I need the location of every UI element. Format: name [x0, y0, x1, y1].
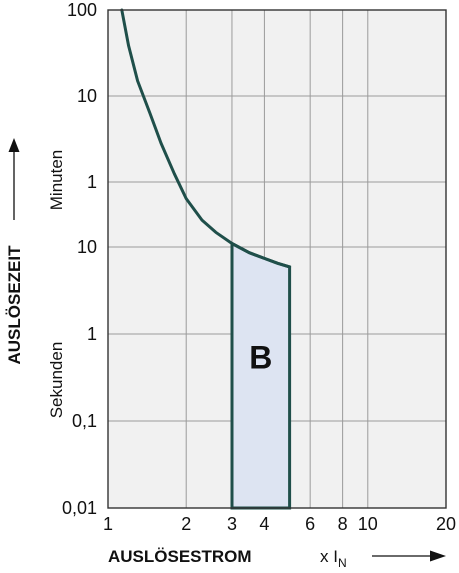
y-tick-labels: 100 10 1 10 1 0,1 0,01	[62, 0, 97, 518]
y-axis-title: AUSLÖSEZEIT	[5, 245, 24, 365]
region-b-area	[230, 241, 292, 510]
x-unit-prefix: x I	[320, 547, 338, 566]
x-axis-arrow	[372, 550, 446, 562]
x-tick-label: 20	[436, 514, 456, 534]
x-unit-label: x IN	[320, 547, 347, 570]
plot-border	[107, 9, 447, 509]
x-tick-label: 6	[305, 514, 315, 534]
y-axis-arrow	[8, 138, 20, 220]
y-tick-label: 0,01	[62, 498, 97, 518]
y-unit-minutes: Minuten	[47, 150, 66, 210]
x-unit-subscript: N	[338, 556, 347, 570]
y-tick-label: 10	[77, 237, 97, 257]
y-tick-label: 1	[87, 172, 97, 192]
x-axis-title: AUSLÖSESTROM	[108, 547, 252, 566]
trip-curve-line	[120, 8, 292, 269]
y-tick-label: 0,1	[72, 411, 97, 431]
x-tick-label: 8	[338, 514, 348, 534]
x-tick-label: 10	[358, 514, 378, 534]
y-tick-label: 10	[77, 86, 97, 106]
x-tick-label: 1	[103, 514, 113, 534]
x-tick-labels: 1 2 3 4 6 8 10 20	[103, 514, 456, 534]
y-tick-label: 100	[67, 0, 97, 20]
x-tick-label: 4	[259, 514, 269, 534]
y-tick-label: 1	[87, 324, 97, 344]
y-unit-seconds: Sekunden	[47, 342, 66, 419]
region-b-label: B	[249, 340, 272, 376]
x-tick-label: 3	[227, 514, 237, 534]
x-tick-label: 2	[181, 514, 191, 534]
